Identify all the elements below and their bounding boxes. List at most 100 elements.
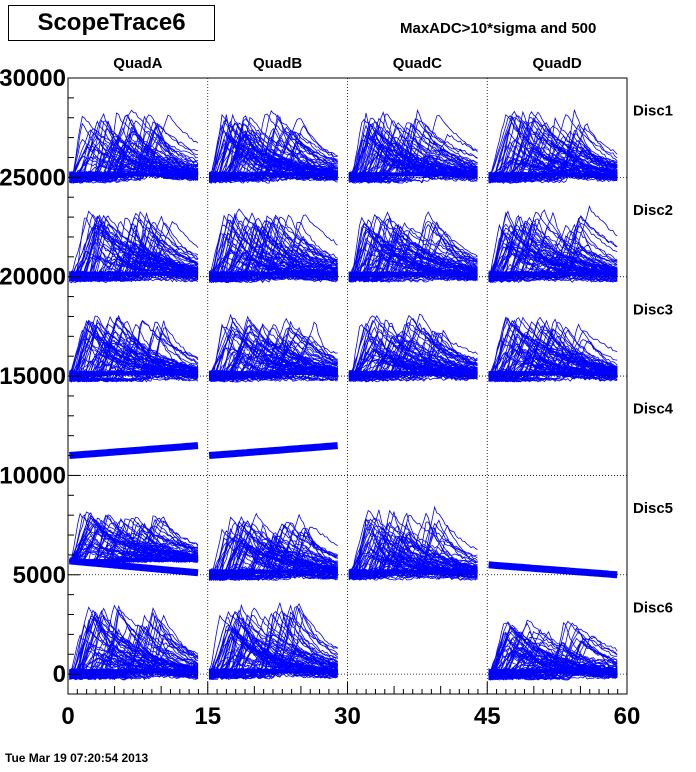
pulse-trace xyxy=(69,255,199,281)
axes-layer xyxy=(67,77,628,695)
quadrant-label-quada: QuadA xyxy=(113,55,162,72)
pulse-trace xyxy=(348,148,478,183)
pulse-trace xyxy=(69,315,199,376)
pulse-trace xyxy=(208,129,338,175)
pulse-trace xyxy=(348,227,478,280)
pulse-trace xyxy=(348,230,478,275)
pulse-trace xyxy=(348,332,478,378)
pulse-trace xyxy=(488,158,618,179)
trace-cell-quada-disc3 xyxy=(69,314,199,383)
pulse-trace xyxy=(488,646,618,676)
pulse-trace xyxy=(209,120,338,177)
pulse-trace xyxy=(488,257,618,275)
pulse-trace xyxy=(488,652,618,677)
pulse-trace xyxy=(488,246,618,282)
pulse-trace xyxy=(69,511,199,560)
trace-cell-quadd-disc2 xyxy=(488,204,618,284)
pulse-trace xyxy=(69,627,199,680)
pulse-trace xyxy=(208,146,338,177)
pulse-trace xyxy=(208,342,338,381)
pulse-trace xyxy=(348,512,478,573)
disc-label-disc2: Disc2 xyxy=(633,202,673,219)
pulse-trace xyxy=(348,245,478,281)
pulse-trace xyxy=(208,512,338,575)
pulse-trace xyxy=(69,322,199,383)
pulse-trace xyxy=(348,268,478,283)
pulse-trace xyxy=(348,243,478,276)
pulse-trace xyxy=(209,224,338,278)
pulse-trace xyxy=(69,320,199,381)
pulse-trace xyxy=(69,320,199,379)
pulse-trace xyxy=(348,359,478,377)
pulse-trace xyxy=(209,335,338,380)
pulse-trace xyxy=(208,563,338,581)
pulse-trace xyxy=(348,164,478,179)
trace-cell-quadb-disc2 xyxy=(208,208,339,284)
pulse-trace xyxy=(208,255,338,281)
baseline-band xyxy=(69,557,199,577)
pulse-trace xyxy=(208,538,338,574)
pulse-trace xyxy=(488,216,618,282)
pulse-trace xyxy=(348,549,478,580)
quadrant-label-quadd: QuadD xyxy=(533,55,582,72)
pulse-trace xyxy=(208,327,338,377)
pulse-trace xyxy=(208,219,338,282)
pulse-trace xyxy=(69,336,199,375)
selection-cut-label: MaxADC>10*sigma and 500 xyxy=(400,20,597,37)
pulse-trace xyxy=(488,231,618,282)
pulse-trace xyxy=(208,333,338,382)
pulse-trace xyxy=(488,351,618,381)
pulse-trace xyxy=(488,113,618,176)
trace-cell-quadd-disc1 xyxy=(488,109,618,184)
pulse-trace xyxy=(69,247,199,276)
trace-cell-quadb-disc1 xyxy=(208,109,339,184)
pulse-trace xyxy=(488,111,618,178)
disc-label-disc1: Disc1 xyxy=(633,103,673,120)
pulse-trace xyxy=(69,545,199,563)
pulse-trace xyxy=(348,117,478,180)
pulse-trace xyxy=(348,133,478,177)
pulse-trace xyxy=(69,616,199,672)
pulse-trace xyxy=(348,538,478,575)
pulse-trace xyxy=(209,128,338,178)
baseline-band xyxy=(69,442,199,459)
trace-cell-quadd-disc6 xyxy=(488,619,618,681)
pulse-trace xyxy=(348,326,478,380)
pulse-trace xyxy=(488,125,618,182)
y-tick-label: 25000 xyxy=(0,164,66,191)
pulse-trace xyxy=(69,119,199,176)
pulse-trace xyxy=(488,117,618,175)
x-tick-label: 0 xyxy=(61,703,74,730)
pulse-trace xyxy=(69,329,199,377)
pulse-trace xyxy=(208,143,338,181)
pulse-trace xyxy=(348,123,478,180)
pulse-trace xyxy=(209,323,338,381)
pulse-trace xyxy=(69,615,199,679)
pulse-trace xyxy=(69,131,199,182)
label-layer: 0 15 30 45 60 0 5000 10000 15000 20000 25000 30000 Q… xyxy=(0,55,674,730)
pulse-trace xyxy=(488,230,618,281)
pulse-trace xyxy=(69,156,199,180)
pulse-trace xyxy=(488,330,618,376)
x-tick-label: 45 xyxy=(474,703,501,730)
y-tick-label: 15000 xyxy=(0,363,66,390)
pulse-trace xyxy=(69,628,199,679)
pulse-trace xyxy=(208,357,338,382)
pulse-trace xyxy=(348,137,478,184)
pulse-trace xyxy=(348,330,478,377)
pulse-trace xyxy=(488,129,618,175)
pulse-trace xyxy=(348,341,478,382)
pulse-trace xyxy=(488,109,618,177)
pulse-trace xyxy=(69,253,199,281)
pulse-trace xyxy=(69,332,199,380)
y-tick-label: 30000 xyxy=(0,65,66,92)
pulse-trace xyxy=(209,227,338,276)
pulse-trace xyxy=(69,649,199,675)
pulse-trace xyxy=(348,222,478,281)
pulse-trace xyxy=(208,347,338,374)
trace-cell-quadd-disc3 xyxy=(488,316,618,383)
pulse-trace xyxy=(69,518,199,561)
trace-cell-quadd-disc5 xyxy=(488,561,618,579)
pulse-trace xyxy=(348,517,478,579)
pulse-trace xyxy=(69,166,199,180)
